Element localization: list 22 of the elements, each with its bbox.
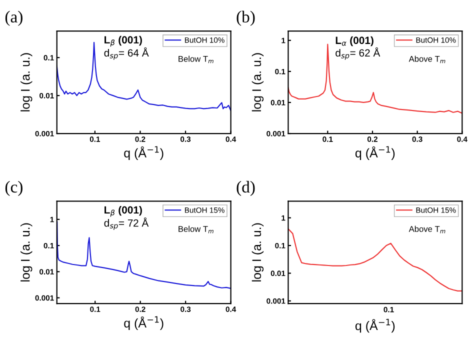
annotation: L$_{β}$ (001) — [104, 36, 142, 47]
annotation: L$_{α}$ (001) — [336, 36, 374, 46]
x-axis-title: q (Å$^{−1}$) — [124, 146, 164, 160]
y-axis-title: log I (a. u.) — [20, 53, 32, 112]
annotation: d$_{sp}$= 62 Å — [336, 47, 380, 60]
y-axis-title: log I (a. u.) — [252, 223, 264, 282]
annotation: d$_{sp}$= 64 Å — [104, 47, 149, 60]
annotation: d$_{sp}$= 72 Å — [104, 217, 149, 230]
x-axis-title: q (Å$^{−1}$) — [355, 318, 395, 333]
chart-title: (c) — [5, 180, 22, 196]
y-axis-title: log I (a. u.) — [20, 223, 32, 282]
x-axis-title: q (Å$^{−1}$) — [124, 316, 164, 330]
x-axis-title: q (Å$^{−1}$) — [355, 146, 395, 160]
annotation: Below T$_{m}$ — [178, 56, 214, 64]
chart-title: (b) — [236, 10, 255, 26]
chart-title: (d) — [236, 180, 255, 196]
annotation: L$_{β}$ (001) — [104, 206, 142, 217]
y-axis-title: log I (a. u.) — [252, 53, 264, 112]
chart-title: (a) — [5, 10, 22, 26]
annotation: Below T$_{m}$ — [178, 226, 214, 234]
annotation: Above T$_{m}$ — [408, 56, 446, 64]
annotation: Above T$_{m}$ — [408, 226, 446, 234]
